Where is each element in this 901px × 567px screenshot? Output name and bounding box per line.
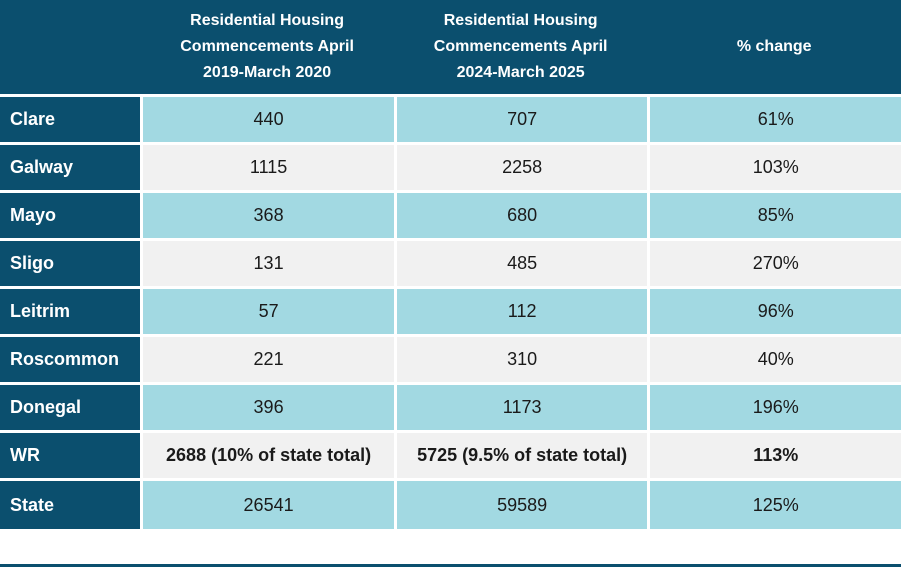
row-label: Donegal [0, 385, 141, 433]
cell-commencements-2019-2020: 368 [140, 193, 394, 241]
cell-commencements-2024-2025: 485 [393, 241, 648, 289]
cell-commencements-2019-2020: 221 [140, 337, 394, 385]
row-label: Mayo [0, 193, 141, 241]
row-label: Leitrim [0, 289, 141, 337]
cell-commencements-2019-2020: 1115 [140, 145, 394, 193]
table-header: Residential Housing Commencements April … [0, 0, 901, 97]
row-label: Roscommon [0, 337, 141, 385]
cell-commencements-2019-2020: 57 [140, 289, 394, 337]
header-corner-cell [0, 0, 141, 97]
row-label: Galway [0, 145, 141, 193]
cell-pct-change: 125% [647, 481, 901, 529]
housing-commencements-table: Residential Housing Commencements April … [0, 0, 901, 529]
header-commencements-2024-2025: Residential Housing Commencements April … [393, 0, 648, 97]
table-row: State 26541 59589 125% [0, 481, 901, 529]
cell-commencements-2019-2020: 2688 (10% of state total) [140, 433, 394, 481]
row-label: State [0, 481, 141, 529]
cell-pct-change: 103% [647, 145, 901, 193]
cell-pct-change: 85% [647, 193, 901, 241]
cell-commencements-2024-2025: 707 [393, 97, 648, 145]
table-row: Roscommon 221 310 40% [0, 337, 901, 385]
cell-pct-change: 196% [647, 385, 901, 433]
header-commencements-2019-2020: Residential Housing Commencements April … [140, 0, 394, 97]
cell-commencements-2024-2025: 112 [393, 289, 648, 337]
cell-commencements-2024-2025: 1173 [393, 385, 648, 433]
table-row: Clare 440 707 61% [0, 97, 901, 145]
cell-commencements-2019-2020: 131 [140, 241, 394, 289]
table-row: WR 2688 (10% of state total) 5725 (9.5% … [0, 433, 901, 481]
row-label: WR [0, 433, 141, 481]
row-label: Clare [0, 97, 141, 145]
table-row: Donegal 396 1173 196% [0, 385, 901, 433]
cell-commencements-2019-2020: 26541 [140, 481, 394, 529]
cell-commencements-2024-2025: 680 [393, 193, 648, 241]
cell-pct-change: 96% [647, 289, 901, 337]
header-pct-change: % change [647, 0, 901, 97]
table-row: Leitrim 57 112 96% [0, 289, 901, 337]
cell-commencements-2024-2025: 310 [393, 337, 648, 385]
cell-pct-change: 270% [647, 241, 901, 289]
row-label: Sligo [0, 241, 141, 289]
cell-commencements-2019-2020: 396 [140, 385, 394, 433]
cell-pct-change: 113% [647, 433, 901, 481]
table-row: Mayo 368 680 85% [0, 193, 901, 241]
cell-pct-change: 40% [647, 337, 901, 385]
table-row: Galway 1115 2258 103% [0, 145, 901, 193]
cell-commencements-2024-2025: 59589 [393, 481, 648, 529]
cell-commencements-2024-2025: 5725 (9.5% of state total) [393, 433, 648, 481]
cell-pct-change: 61% [647, 97, 901, 145]
table-body: Clare 440 707 61% Galway 1115 2258 103% … [0, 97, 901, 529]
table-row: Sligo 131 485 270% [0, 241, 901, 289]
cell-commencements-2019-2020: 440 [140, 97, 394, 145]
cell-commencements-2024-2025: 2258 [393, 145, 648, 193]
